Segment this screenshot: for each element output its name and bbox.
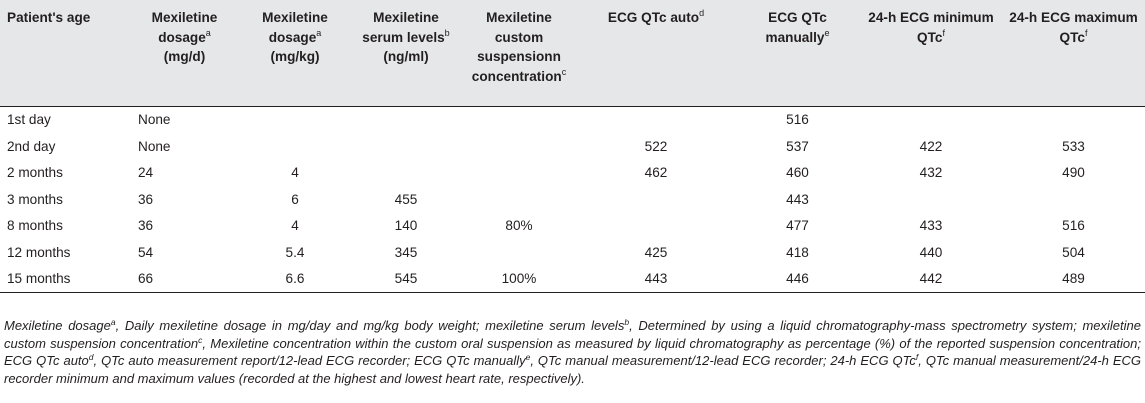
cell-qtc-auto	[577, 106, 735, 133]
cell-suspension: 80%	[505, 218, 533, 234]
cell-dosage-mgd: None	[138, 112, 171, 128]
col-header-dosage-mgkg: Mexiletine dosagea (mg/kg)	[239, 0, 351, 107]
cell-dosage-mgkg: 6.6	[239, 265, 351, 293]
cell-24h-max	[1002, 186, 1145, 213]
cell-age: 2 months	[7, 165, 63, 181]
cell-age: 1st day	[7, 112, 51, 128]
cell-dosage-mgd: 36	[138, 218, 154, 234]
table-row: 12 months 54 5.4 345 425 418 440 504	[0, 239, 1145, 266]
col-header-qtc-auto: ECG QTc autod	[577, 0, 735, 107]
cell-age: 15 months	[0, 265, 130, 293]
cell-dosage-mgkg: 6	[291, 191, 299, 207]
col-header-age: Patient's age	[0, 0, 130, 107]
table-footnote: Mexiletine dosagea, Daily mexiletine dos…	[4, 317, 1141, 386]
cell-24h-max: 504	[1062, 244, 1085, 260]
cell-24h-max: 516	[1062, 218, 1085, 234]
cell-24h-min	[860, 106, 1002, 133]
cell-dosage-mgd: 24	[138, 165, 154, 181]
cell-24h-max: 533	[1062, 138, 1085, 154]
col-header-serum-levels: Mexiletine serum levelsb (ng/ml)	[351, 0, 461, 107]
cell-qtc-manual: 446	[735, 265, 860, 293]
col-header-dosage-mgd: Mexiletine dosagea (mg/d)	[130, 0, 239, 107]
cell-qtc-auto	[577, 213, 735, 240]
cell-24h-max	[1002, 106, 1145, 133]
cell-suspension	[461, 133, 577, 160]
col-header-qtc-manual: ECG QTc manuallye	[735, 0, 860, 107]
cell-24h-max: 489	[1002, 265, 1145, 293]
cell-qtc-auto: 443	[577, 265, 735, 293]
cell-dosage-mgkg: 4	[291, 165, 299, 181]
cell-suspension	[461, 186, 577, 213]
cell-qtc-manual: 537	[786, 138, 809, 154]
cell-qtc-manual: 418	[786, 244, 809, 260]
cell-24h-min: 442	[860, 265, 1002, 293]
cell-24h-max: 490	[1062, 165, 1085, 181]
cell-dosage-mgd: None	[138, 138, 171, 154]
cell-dosage-mgd: 36	[138, 191, 154, 207]
col-header-24h-max: 24-h ECG maximum QTcf	[1002, 0, 1145, 107]
cell-dosage-mgkg	[239, 106, 351, 133]
cell-24h-min	[860, 186, 1002, 213]
table-row: 2nd day None 522 537 422 533	[0, 133, 1145, 160]
cell-serum	[351, 160, 461, 187]
cell-serum: 545	[351, 265, 461, 293]
table-row: 1st day None 516	[0, 106, 1145, 133]
cell-24h-min: 432	[919, 165, 943, 181]
cell-serum	[351, 133, 461, 160]
cell-dosage-mgd: 54	[138, 244, 154, 260]
cell-qtc-manual: 516	[786, 112, 809, 128]
col-header-24h-min: 24-h ECG minimum QTcf	[860, 0, 1002, 107]
cell-24h-min: 440	[919, 244, 943, 260]
cell-qtc-auto: 425	[644, 244, 668, 260]
cell-serum: 345	[394, 244, 418, 260]
cell-qtc-auto: 522	[644, 138, 668, 154]
cell-qtc-auto	[577, 186, 735, 213]
cell-age: 3 months	[7, 191, 63, 207]
cell-24h-min: 422	[919, 138, 943, 154]
cell-24h-min: 433	[919, 218, 943, 234]
cell-age: 12 months	[7, 244, 71, 260]
cell-suspension	[461, 106, 577, 133]
header-row: Patient's age Mexiletine dosagea (mg/d) M…	[0, 0, 1145, 107]
data-table: Patient's age Mexiletine dosagea (mg/d) M…	[0, 0, 1145, 293]
cell-dosage-mgd: 66	[130, 265, 239, 293]
cell-dosage-mgkg: 4	[291, 218, 299, 234]
cell-dosage-mgkg: 5.4	[285, 244, 305, 260]
cell-dosage-mgkg	[239, 133, 351, 160]
table-row: 2 months 24 4 462 460 432 490	[0, 160, 1145, 187]
cell-suspension	[461, 239, 577, 266]
cell-qtc-auto: 462	[644, 165, 668, 181]
cell-suspension: 100%	[461, 265, 577, 293]
cell-suspension	[461, 160, 577, 187]
table-row: 8 months 36 4 140 80% 477 433 516	[0, 213, 1145, 240]
cell-serum: 455	[394, 191, 418, 207]
cell-serum: 140	[394, 218, 418, 234]
table-row: 3 months 36 6 455 443	[0, 186, 1145, 213]
cell-qtc-manual: 443	[786, 191, 809, 207]
table-row: 15 months 66 6.6 545 100% 443 446 442 48…	[0, 265, 1145, 293]
cell-age: 2nd day	[7, 138, 56, 154]
cell-age: 8 months	[7, 218, 63, 234]
cell-qtc-manual: 460	[786, 165, 809, 181]
col-header-suspension: Mexiletine custom suspensionn concentrat…	[461, 0, 577, 107]
cell-qtc-manual: 477	[786, 218, 809, 234]
cell-serum	[351, 106, 461, 133]
